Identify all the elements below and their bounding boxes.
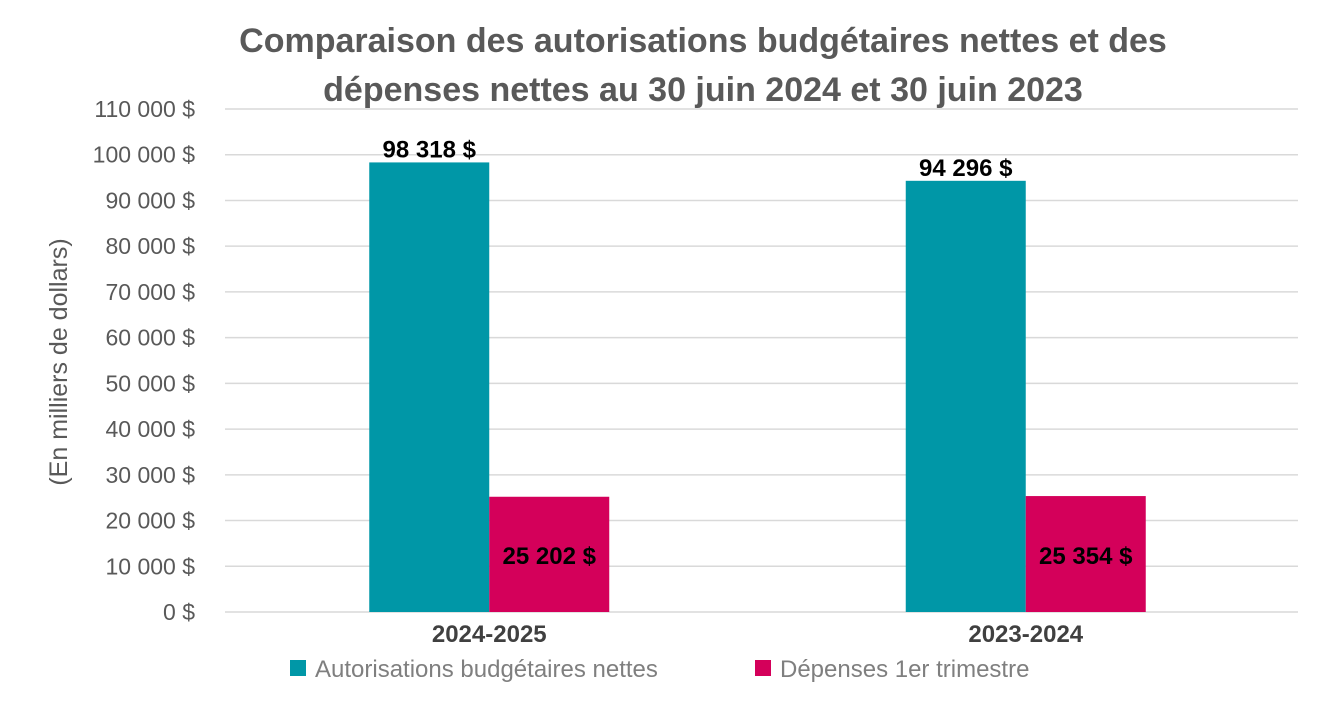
data-label: 25 202 $: [503, 543, 597, 570]
legend-swatch: [290, 660, 306, 676]
bar-autorisations: [905, 180, 1026, 612]
y-tick-label: 10 000 $: [105, 553, 195, 579]
legend-swatch: [755, 660, 771, 676]
y-axis-tick-labels: 0 $ 10 000 $ 20 000 $ 30 000 $ 40 000 $ 50 00…: [93, 96, 196, 625]
chart-title-line: dépenses nettes au 30 juin 2024 et 30 ju…: [323, 71, 1083, 109]
y-tick-label: 90 000 $: [105, 187, 195, 213]
y-tick-label: 100 000 $: [93, 142, 196, 168]
y-tick-label: 50 000 $: [105, 370, 195, 396]
chart-title-line: Comparaison des autorisations budgétaire…: [239, 22, 1167, 60]
y-tick-label: 40 000 $: [105, 416, 195, 442]
y-tick-label: 0 $: [163, 599, 195, 625]
x-category-label: 2023-2024: [968, 621, 1083, 648]
bar-depenses: [1025, 496, 1146, 612]
y-tick-label: 110 000 $: [94, 96, 195, 122]
data-label: 25 354 $: [1039, 543, 1133, 570]
data-labels: 98 318 $ 25 202 $ 94 296 $ 25 354 $: [383, 136, 1134, 570]
x-axis-category-labels: 2024-2025 2023-2024: [432, 621, 1084, 648]
y-tick-label: 70 000 $: [105, 279, 195, 305]
chart-title: Comparaison des autorisations budgétaire…: [239, 22, 1167, 109]
bars: [369, 162, 1146, 613]
bar-autorisations: [369, 162, 490, 613]
legend-label: Dépenses 1er trimestre: [780, 656, 1029, 683]
y-tick-label: 60 000 $: [105, 325, 195, 351]
y-tick-label: 20 000 $: [105, 508, 195, 534]
y-axis-title: (En milliers de dollars): [45, 238, 73, 485]
data-label: 98 318 $: [383, 136, 477, 163]
bar-depenses: [489, 496, 610, 612]
x-category-label: 2024-2025: [432, 621, 547, 648]
legend-label: Autorisations budgétaires nettes: [315, 656, 658, 683]
y-tick-label: 80 000 $: [105, 233, 195, 259]
data-label: 94 296 $: [919, 155, 1013, 182]
legend: Autorisations budgétaires nettes Dépenses…: [290, 656, 1029, 683]
y-tick-label: 30 000 $: [105, 462, 195, 488]
